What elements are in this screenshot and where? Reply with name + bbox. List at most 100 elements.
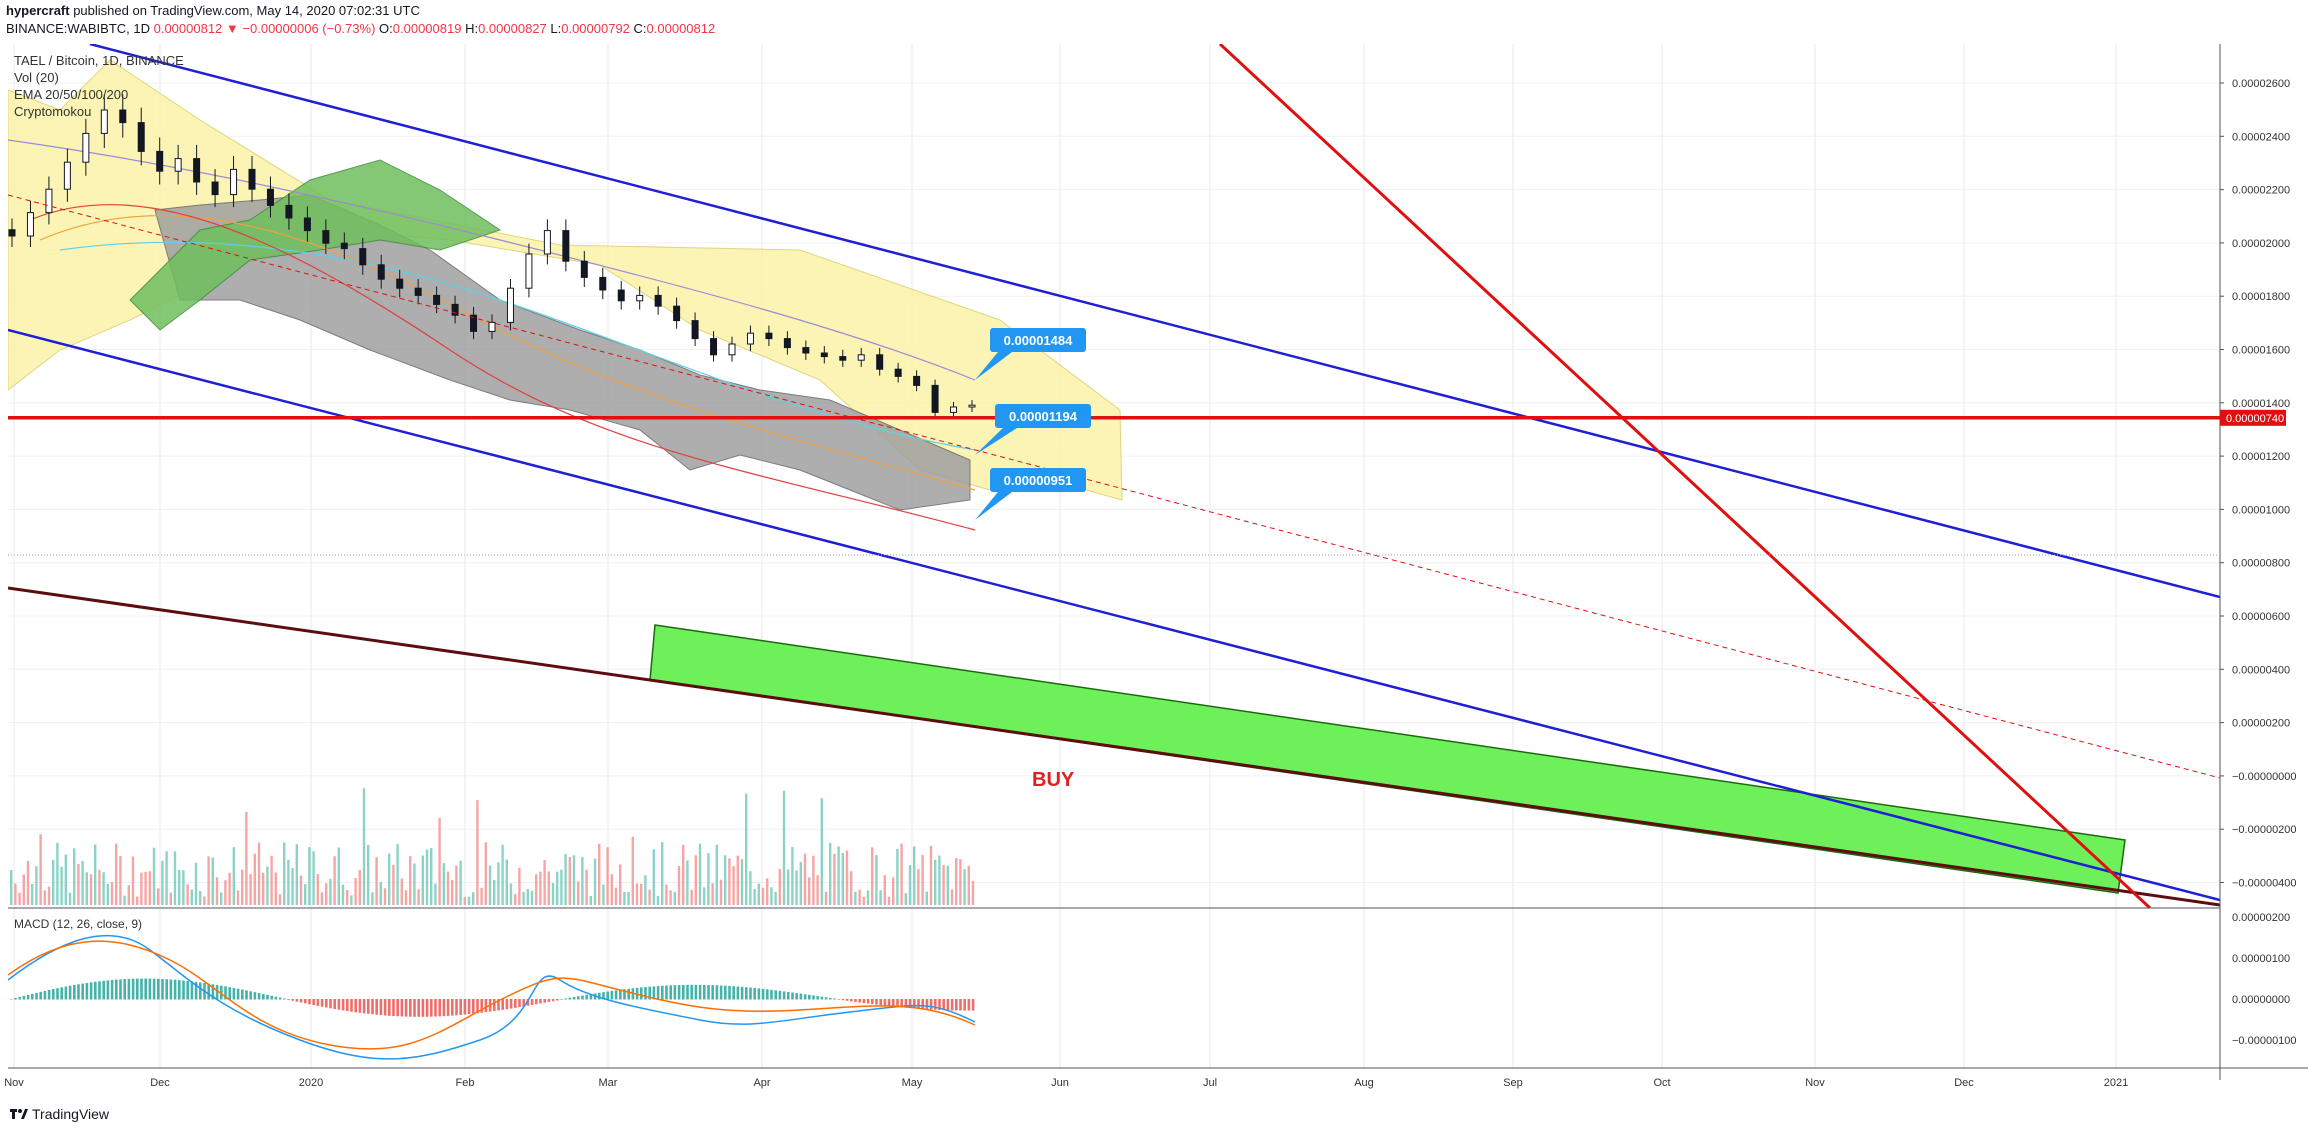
volume-bar xyxy=(425,849,429,905)
volume-bar xyxy=(119,855,122,905)
volume-bar xyxy=(535,874,538,905)
candle-body xyxy=(599,276,607,291)
macd-histogram-bar xyxy=(245,990,248,1000)
volume-bar xyxy=(799,861,802,905)
macd-histogram-bar xyxy=(341,999,345,1011)
macd-tick-label: 0.00000100 xyxy=(2232,953,2290,965)
macd-histogram-bar xyxy=(404,999,408,1017)
candle-body xyxy=(802,347,810,354)
legend-volume[interactable]: Vol (20) xyxy=(14,70,59,85)
volume-bar xyxy=(619,864,622,905)
trendline-drawings[interactable]: BUY xyxy=(8,44,2220,908)
macd-histogram-bar xyxy=(455,999,458,1016)
legend-cloud[interactable]: Cryptomokou xyxy=(14,104,92,119)
candle-body xyxy=(303,217,311,232)
volume-bar xyxy=(312,851,315,905)
volume-bar xyxy=(26,860,30,905)
price-tick-label: 0.00000800 xyxy=(2232,558,2290,570)
volume-bar xyxy=(43,890,46,905)
volume-bar xyxy=(371,892,374,905)
volume-bar xyxy=(329,878,332,905)
candle-body xyxy=(119,109,127,124)
macd-histogram-bar xyxy=(207,983,210,1000)
macd-histogram-bar xyxy=(270,995,273,1000)
macd-histogram-bar xyxy=(220,985,223,1000)
macd-histogram-bar xyxy=(157,978,160,1000)
macd-histogram-bar xyxy=(694,984,698,1000)
volume-bar xyxy=(274,872,277,905)
candle-body xyxy=(377,264,385,280)
macd-histogram-bar xyxy=(442,999,446,1017)
legend-ema[interactable]: EMA 20/50/100/200 xyxy=(14,87,129,102)
volume-bar xyxy=(656,896,660,905)
macd-histogram-bar xyxy=(224,986,227,1000)
macd-histogram-bar xyxy=(656,986,660,1000)
volume-bar xyxy=(736,855,739,905)
publish-text: published on TradingView.com, May 14, 20… xyxy=(73,3,420,18)
macd-histogram-bar xyxy=(787,991,790,1000)
volume-bar xyxy=(131,856,135,905)
macd-histogram-bar xyxy=(211,984,215,1000)
volume-bar xyxy=(85,872,88,905)
ema-lines xyxy=(8,139,976,531)
time-tick-label: 2020 xyxy=(299,1077,323,1089)
volume-bar xyxy=(556,871,559,905)
macd-histogram-bar xyxy=(959,999,962,1011)
volume-bar xyxy=(39,834,42,905)
ema-label-pointer xyxy=(975,428,1017,455)
volume-bar xyxy=(89,874,93,905)
candle-body xyxy=(783,338,791,349)
ema-label: 0.00001484 xyxy=(1004,333,1073,348)
volume-bar xyxy=(467,896,471,905)
macd-tick-label: 0.00000000 xyxy=(2232,994,2290,1006)
low-label: L: xyxy=(550,21,562,36)
macd-histogram-bar xyxy=(337,999,341,1010)
last-price: 0.00000812 xyxy=(153,21,223,36)
macd-histogram-bar xyxy=(148,978,152,1000)
volume-bar xyxy=(728,858,731,905)
volume-bar xyxy=(81,861,84,905)
volume-bar xyxy=(211,857,214,905)
volume-bar xyxy=(228,872,231,905)
candle-body xyxy=(617,289,625,302)
macd-histogram-bar xyxy=(446,999,450,1016)
legend-symbol[interactable]: TAEL / Bitcoin, 1D, BINANCE xyxy=(14,53,184,68)
volume-bar xyxy=(316,874,319,905)
footer-brand-text: TradingView xyxy=(32,1106,110,1122)
volume-bar xyxy=(10,870,13,905)
time-tick-label: Jul xyxy=(1203,1077,1217,1089)
volume-bar xyxy=(883,875,886,905)
macd-histogram-bar xyxy=(682,984,685,1000)
macd-histogram-bar xyxy=(85,982,89,1000)
symbol-name[interactable]: BINANCE:WABIBTC, 1D xyxy=(6,21,150,36)
volume-bar xyxy=(753,888,756,905)
macd-histogram-bar xyxy=(10,999,13,1000)
macd-histogram-bar xyxy=(808,994,811,1000)
macd-histogram-bar xyxy=(430,999,433,1017)
macd-histogram-bar xyxy=(438,999,441,1017)
volume-bar xyxy=(879,890,882,905)
volume-bar xyxy=(921,855,924,905)
macd-histogram-bar xyxy=(308,999,311,1005)
macd-histogram-bar xyxy=(904,999,908,1008)
volume-bar xyxy=(593,858,597,905)
candlesticks xyxy=(8,94,976,418)
channel-lower-line xyxy=(8,328,2220,902)
volume-bar xyxy=(749,871,752,905)
candle-body xyxy=(488,321,496,332)
candle-body xyxy=(322,230,330,244)
volume-bar xyxy=(388,853,391,905)
macd-histogram-bar xyxy=(719,985,723,1000)
volume-bar xyxy=(270,855,273,905)
macd-histogram-bar xyxy=(131,978,135,1000)
candle-body xyxy=(710,338,718,356)
macd-histogram-bar xyxy=(522,999,525,1007)
macd-histogram-bar xyxy=(879,999,882,1006)
macd-histogram-bar xyxy=(732,986,735,1000)
author-name[interactable]: hypercraft xyxy=(6,3,70,18)
macd-histogram-bar xyxy=(266,994,269,1000)
volume-bar xyxy=(568,856,571,905)
volume-bar xyxy=(476,800,479,905)
indicator-legend: TAEL / Bitcoin, 1D, BINANCE Vol (20) EMA… xyxy=(14,52,184,120)
